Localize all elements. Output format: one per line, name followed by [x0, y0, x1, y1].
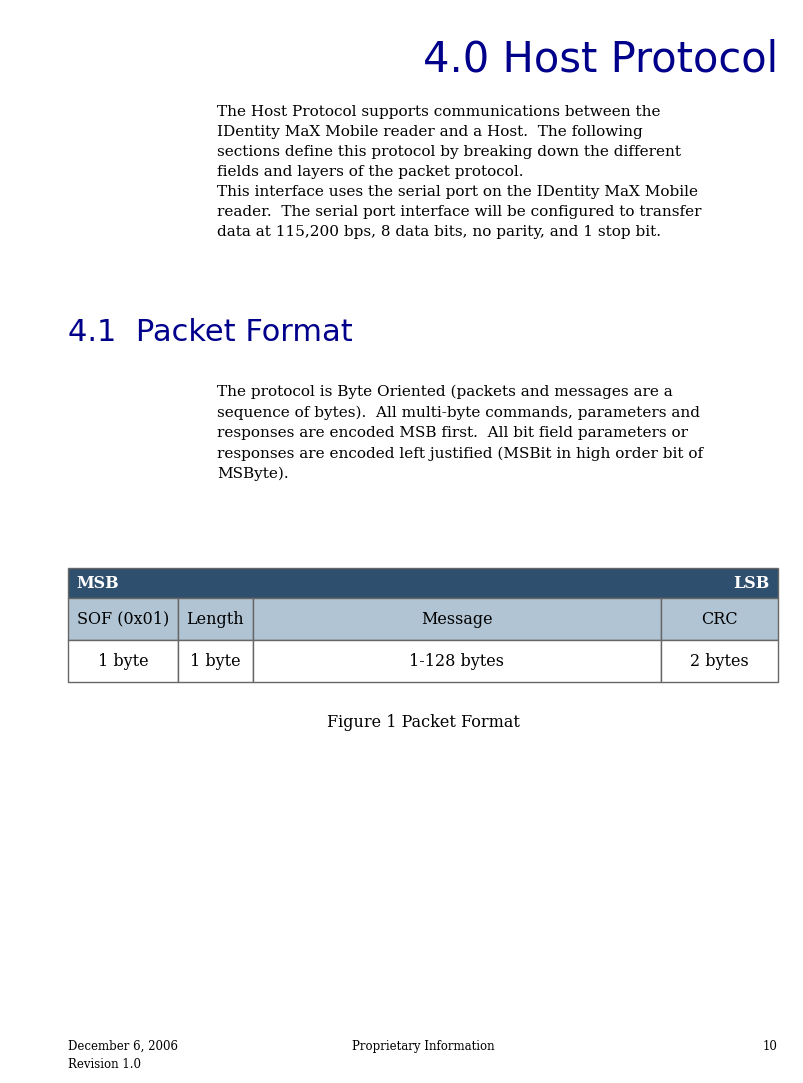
Text: 1 byte: 1 byte — [98, 652, 148, 669]
Text: 4.0 Host Protocol: 4.0 Host Protocol — [422, 38, 777, 80]
Text: LSB: LSB — [733, 574, 769, 591]
Text: Message: Message — [421, 611, 492, 627]
FancyBboxPatch shape — [68, 567, 777, 598]
Text: CRC: CRC — [700, 611, 737, 627]
Text: 10: 10 — [762, 1040, 777, 1053]
Text: 2 bytes: 2 bytes — [689, 652, 748, 669]
FancyBboxPatch shape — [68, 640, 177, 682]
FancyBboxPatch shape — [252, 640, 660, 682]
FancyBboxPatch shape — [660, 598, 777, 640]
FancyBboxPatch shape — [68, 598, 177, 640]
FancyBboxPatch shape — [252, 598, 660, 640]
Text: Proprietary Information: Proprietary Information — [351, 1040, 494, 1053]
Text: Revision 1.0: Revision 1.0 — [68, 1058, 141, 1071]
Text: 4.1  Packet Format: 4.1 Packet Format — [68, 318, 353, 347]
Text: Figure 1 Packet Format: Figure 1 Packet Format — [326, 714, 519, 731]
Text: 1 byte: 1 byte — [190, 652, 240, 669]
FancyBboxPatch shape — [660, 640, 777, 682]
Text: December 6, 2006: December 6, 2006 — [68, 1040, 177, 1053]
Text: The protocol is Byte Oriented (packets and messages are a
sequence of bytes).  A: The protocol is Byte Oriented (packets a… — [217, 384, 703, 482]
Text: Length: Length — [186, 611, 244, 627]
Text: SOF (0x01): SOF (0x01) — [77, 611, 169, 627]
Text: MSB: MSB — [76, 574, 119, 591]
Text: 1-128 bytes: 1-128 bytes — [409, 652, 503, 669]
Text: The Host Protocol supports communications between the
IDentity MaX Mobile reader: The Host Protocol supports communication… — [217, 105, 701, 239]
FancyBboxPatch shape — [177, 640, 252, 682]
FancyBboxPatch shape — [177, 598, 252, 640]
